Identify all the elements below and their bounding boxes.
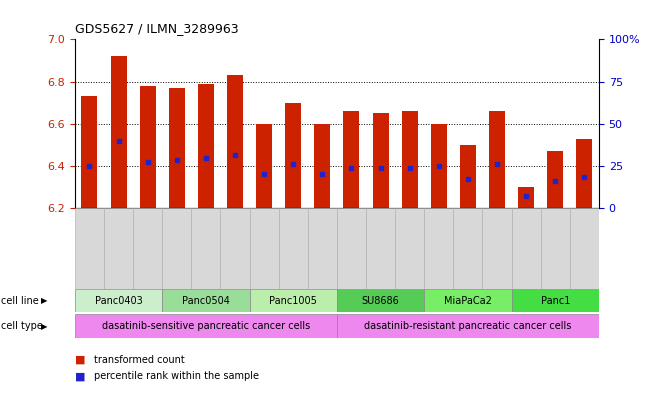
Bar bbox=[512, 289, 599, 312]
Bar bbox=[169, 88, 185, 208]
Text: ■: ■ bbox=[75, 354, 85, 365]
Bar bbox=[314, 124, 330, 208]
Bar bbox=[221, 208, 249, 289]
Text: Panc1005: Panc1005 bbox=[270, 296, 317, 306]
Bar bbox=[75, 314, 337, 338]
Text: dasatinib-resistant pancreatic cancer cells: dasatinib-resistant pancreatic cancer ce… bbox=[364, 321, 572, 331]
Bar bbox=[198, 84, 214, 208]
Text: SU8686: SU8686 bbox=[362, 296, 400, 306]
Bar bbox=[133, 208, 162, 289]
Bar bbox=[460, 145, 476, 208]
Bar bbox=[570, 208, 599, 289]
Bar bbox=[249, 208, 279, 289]
Bar bbox=[402, 111, 418, 208]
Bar bbox=[541, 208, 570, 289]
Bar bbox=[576, 139, 592, 208]
Bar bbox=[227, 75, 243, 208]
Bar bbox=[453, 208, 482, 289]
Bar bbox=[111, 56, 126, 208]
Bar bbox=[75, 208, 104, 289]
Bar bbox=[75, 289, 162, 312]
Text: GDS5627 / ILMN_3289963: GDS5627 / ILMN_3289963 bbox=[75, 22, 238, 35]
Text: Panc1: Panc1 bbox=[540, 296, 570, 306]
Text: ■: ■ bbox=[75, 371, 85, 382]
Text: ▶: ▶ bbox=[41, 296, 48, 305]
Text: MiaPaCa2: MiaPaCa2 bbox=[444, 296, 492, 306]
Text: Panc0504: Panc0504 bbox=[182, 296, 230, 306]
Bar bbox=[256, 124, 272, 208]
Text: cell line: cell line bbox=[1, 296, 39, 306]
Text: transformed count: transformed count bbox=[94, 354, 185, 365]
Bar bbox=[308, 208, 337, 289]
Bar bbox=[162, 208, 191, 289]
Bar bbox=[249, 289, 337, 312]
Bar bbox=[424, 289, 512, 312]
Bar bbox=[547, 151, 563, 208]
Bar bbox=[424, 208, 453, 289]
Text: Panc0403: Panc0403 bbox=[94, 296, 143, 306]
Bar bbox=[518, 187, 534, 208]
Bar bbox=[191, 208, 221, 289]
Bar bbox=[337, 289, 424, 312]
Bar bbox=[162, 289, 249, 312]
Bar bbox=[372, 113, 389, 208]
Text: dasatinib-sensitive pancreatic cancer cells: dasatinib-sensitive pancreatic cancer ce… bbox=[102, 321, 310, 331]
Bar bbox=[489, 111, 505, 208]
Bar bbox=[279, 208, 308, 289]
Text: ▶: ▶ bbox=[41, 322, 48, 331]
Bar bbox=[140, 86, 156, 208]
Bar bbox=[337, 314, 599, 338]
Text: cell type: cell type bbox=[1, 321, 43, 331]
Bar bbox=[104, 208, 133, 289]
Bar bbox=[285, 103, 301, 208]
Text: percentile rank within the sample: percentile rank within the sample bbox=[94, 371, 259, 382]
Bar bbox=[482, 208, 512, 289]
Bar bbox=[337, 208, 366, 289]
Bar bbox=[366, 208, 395, 289]
Bar bbox=[512, 208, 541, 289]
Bar bbox=[81, 96, 98, 208]
Bar bbox=[431, 124, 447, 208]
Bar bbox=[344, 111, 359, 208]
Bar bbox=[395, 208, 424, 289]
